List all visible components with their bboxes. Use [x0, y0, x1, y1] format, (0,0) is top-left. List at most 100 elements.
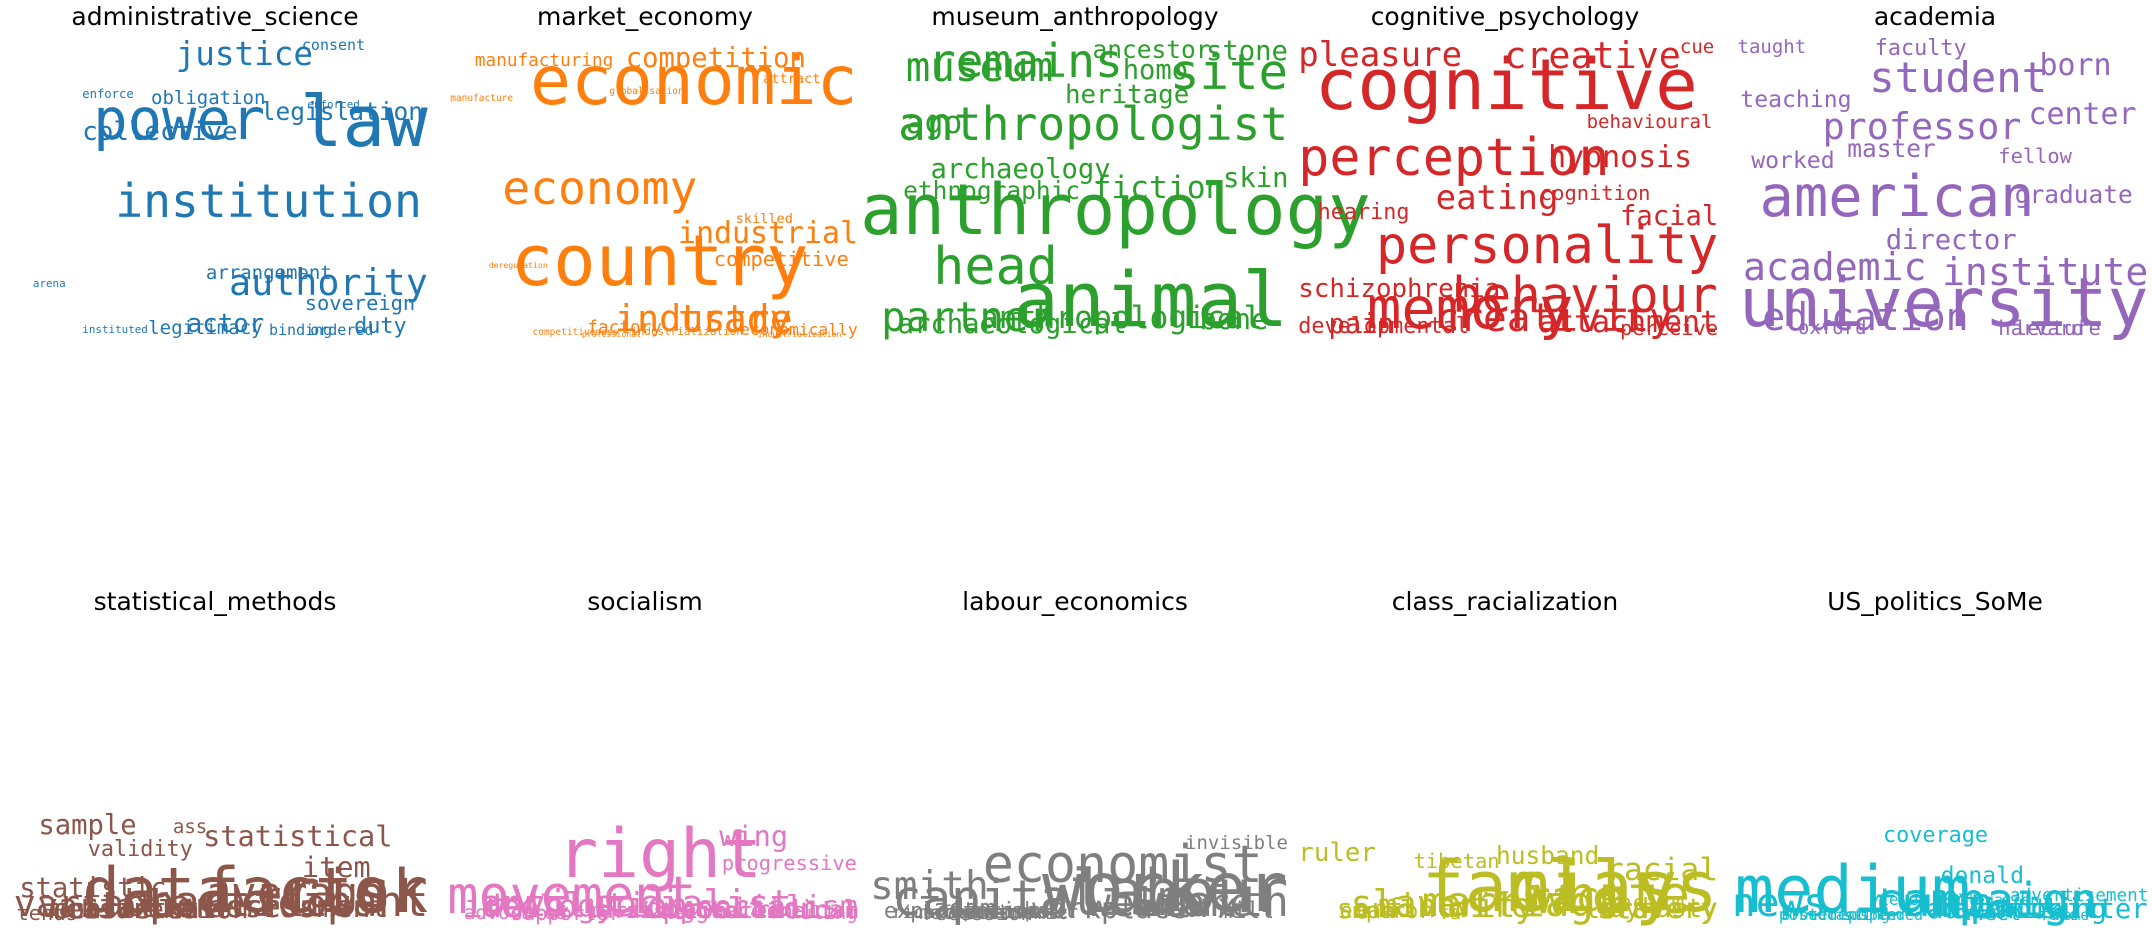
cloud-word: serf — [1336, 894, 1403, 925]
cloud-word: pain — [1328, 309, 1394, 340]
cloud-word: perception — [1298, 127, 1610, 188]
cloud-word: revolution — [483, 886, 688, 926]
cloud-word: ricardo — [892, 903, 967, 923]
cloud-word: professional — [581, 329, 642, 339]
cloud-word: memory — [1367, 276, 1574, 342]
cloud-word: competitive — [713, 247, 849, 272]
cloud-word: obligation — [151, 86, 266, 109]
cloud-word: alliance — [658, 899, 764, 924]
cloud-word: instituted — [82, 323, 148, 337]
cloud-word: head — [933, 236, 1058, 297]
cloud-word: skin — [1223, 162, 1289, 194]
cloud-word: viewer — [1869, 890, 1929, 910]
cloud-word: advocated — [463, 902, 567, 924]
cloud-word: country — [510, 218, 809, 302]
cloud-word: invisible — [1185, 832, 1288, 854]
cloud-word: site — [1170, 44, 1289, 102]
cloud-word: supporter — [510, 901, 622, 925]
cloud-word: error — [225, 890, 316, 925]
cloud-word: wealth — [1136, 877, 1289, 926]
cloud-word: legislation — [260, 97, 424, 127]
cloud-word: advertisement — [2010, 886, 2149, 907]
cloud-word: industrialization — [631, 325, 743, 338]
cloud-word: hearing — [1317, 199, 1410, 225]
cloud-word: factory — [587, 318, 662, 338]
cloud-word: smith — [870, 863, 989, 909]
cloud-word: deregulation — [488, 260, 548, 270]
cloud-word: workplace — [1032, 891, 1188, 925]
cloud-word: master — [1847, 134, 1936, 163]
cloud-word: wife — [1449, 886, 1532, 926]
cloud-word: cue — [1679, 36, 1715, 58]
cloud-word: variation — [38, 887, 215, 925]
cloud-word: developmental — [1298, 314, 1469, 339]
cloud-word: pleasure — [1298, 35, 1463, 75]
cloud-word: validity — [87, 836, 193, 862]
panel-title: statistical_methods — [93, 587, 337, 616]
cloud-word: suspended — [1841, 906, 1924, 924]
cloud-word: ass — [172, 815, 208, 838]
cloud-word: cognition — [1539, 180, 1651, 205]
cloud-word: industrialization — [757, 329, 842, 339]
cloud-word: competition — [625, 42, 806, 74]
cloud-word: sovereign — [304, 290, 416, 315]
cloud-word: enforced — [307, 97, 360, 111]
wordcloud-panel-2: market_economy economic country economy comp… — [430, 0, 860, 338]
cloud-word: economist — [982, 835, 1263, 896]
cloud-word: ordered — [310, 321, 374, 339]
cloud-word: authority — [229, 261, 428, 305]
cloud-word: tweet — [1959, 901, 2022, 925]
cloud-word: fa — [1438, 902, 1462, 924]
cloud-word: movement — [447, 866, 697, 926]
cloud-word: trade — [678, 297, 793, 341]
cloud-word: anthropological — [979, 299, 1263, 336]
cloud-word: duty — [354, 314, 407, 339]
cloud-word: personality — [1376, 216, 1719, 277]
cloud-word: marx — [1155, 886, 1238, 926]
cloud-word: manufacture — [450, 92, 514, 104]
cloud-word: racism — [1605, 890, 1685, 916]
cloud-word: twitter — [2033, 894, 2148, 925]
cloud-word: sample — [38, 810, 137, 842]
cloud-word: archaeology — [930, 154, 1111, 186]
cloud-word: operative — [952, 903, 1049, 923]
cloud-word: american — [1759, 164, 2035, 231]
cloud-word: eating — [1435, 177, 1559, 218]
cloud-word: anthropology — [860, 168, 1371, 252]
cloud-word: competitiveness — [532, 327, 619, 338]
cloud-word: tends — [16, 901, 78, 925]
cloud-word: race — [1526, 872, 1625, 921]
cloud-word: university — [1739, 264, 2149, 343]
cloud-word: meme — [2053, 906, 2090, 924]
cloud-word: education — [1762, 295, 1969, 340]
cloud-word: ruler — [1298, 837, 1376, 868]
cloud-word: lecture — [2014, 316, 2101, 340]
cloud-word: dynasty — [1609, 894, 1718, 924]
cloud-word: legitimacy — [148, 317, 263, 339]
cloud-word: mill — [1218, 898, 1275, 924]
wordcloud-panel-6: statistical_methods data factor risk partici… — [0, 585, 430, 923]
cloud-word: actor — [186, 309, 265, 339]
cloud-word: faculty — [1874, 36, 1967, 61]
wordcloud-panel-5: academia university american student profess… — [1720, 0, 2150, 338]
cloud-word: ruling — [789, 902, 858, 924]
cloud-word: behavioural — [1586, 111, 1713, 133]
cloud-word: heritage — [1065, 79, 1190, 110]
cloud-word: statistical — [203, 818, 393, 853]
cloud-word: risk — [284, 857, 429, 927]
panel-title: labour_economics — [962, 587, 1188, 616]
panel-title: market_economy — [537, 2, 753, 31]
cloud-word: justice — [175, 35, 313, 73]
wordcloud-panel-1: administrative_science law power institutio… — [0, 0, 430, 338]
cloud-word: labour — [1072, 857, 1289, 927]
cloud-word: institution — [115, 174, 422, 229]
cloud-word: binding — [269, 321, 333, 339]
cloud-word: perceive — [1620, 316, 1719, 340]
cloud-word: coverage — [1883, 822, 1988, 848]
cloud-word: teaching — [1740, 87, 1852, 114]
cloud-word: behaviour — [1452, 267, 1718, 325]
cloud-word: variable — [13, 882, 191, 925]
wordcloud-panel-9: class_racialization family class white marri… — [1290, 585, 1720, 923]
cloud-word: worked — [1751, 148, 1835, 175]
cloud-word: donald — [1940, 862, 2025, 889]
